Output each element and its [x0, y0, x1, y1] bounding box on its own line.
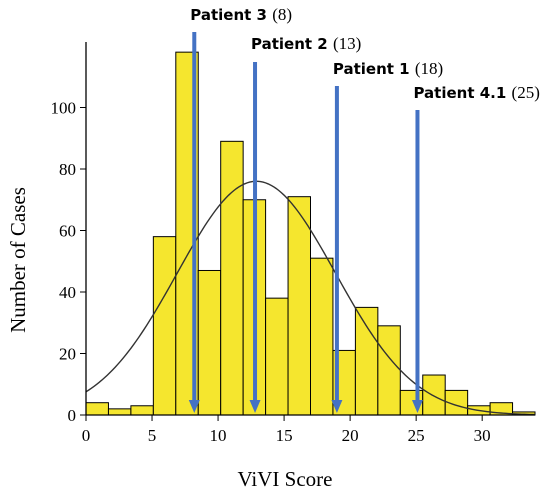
y-tick-label: 80: [59, 160, 76, 179]
histogram-bar: [265, 297, 289, 416]
histogram-bar: [220, 140, 244, 416]
x-tick-label: 25: [408, 426, 425, 445]
x-tick-label: 20: [342, 426, 359, 445]
y-tick-label: 20: [59, 345, 76, 364]
patient-score-label: (13): [333, 34, 361, 53]
y-tick-label: 0: [68, 406, 77, 425]
x-tick-label: 0: [82, 426, 91, 445]
x-tick-label: 30: [474, 426, 491, 445]
patient-name-label: Patient 4.1: [413, 84, 511, 102]
y-axis-title: Number of Cases: [6, 187, 30, 333]
patient-score-label: (8): [272, 5, 292, 24]
arrows-layer: [188, 32, 423, 413]
y-tick-label: 40: [59, 283, 76, 302]
patient-score-label: (18): [415, 59, 443, 78]
histogram-bar: [152, 236, 177, 416]
histogram-bar: [377, 325, 401, 416]
patient-score-label: (25): [512, 83, 540, 102]
patient-name-label: Patient 1: [333, 60, 415, 78]
patient-arrow-head: [249, 400, 261, 413]
axes-layer: 0 20 40 60 80 100 0 5 10 15 20 25 30: [51, 42, 535, 445]
patient-annotation: Patient 2 (13): [251, 34, 361, 53]
patient-arrow-head: [331, 400, 343, 413]
patient-name-label: Patient 2: [251, 35, 333, 53]
patient-arrow-head: [411, 400, 423, 413]
y-tick-label: 100: [51, 99, 77, 118]
histogram-bar: [310, 257, 334, 416]
annotation-layer: Patient 3 (8) Patient 2 (13) Patient 1 (18…: [190, 5, 540, 102]
patient-annotation: Patient 1 (18): [333, 59, 443, 78]
patient-arrow-head: [188, 400, 200, 413]
histogram-bar: [85, 402, 109, 416]
histogram-bar: [197, 269, 222, 416]
x-tick-label: 10: [210, 426, 227, 445]
histogram-bar: [107, 408, 132, 416]
histogram-bar: [287, 196, 311, 416]
y-tick-label: 60: [59, 222, 76, 241]
histogram-bar: [422, 374, 446, 416]
x-axis-title: ViVI Score: [238, 467, 333, 491]
histogram-bar: [354, 306, 379, 416]
patient-annotation: Patient 3 (8): [190, 5, 292, 24]
bars-layer: [85, 51, 536, 416]
histogram-bar: [130, 405, 154, 416]
patient-name-label: Patient 3: [190, 6, 272, 24]
normal-curve-line: [85, 180, 536, 416]
patient-annotation: Patient 4.1 (25): [413, 83, 539, 102]
normal-curve-layer: [85, 180, 536, 416]
x-tick-label: 15: [276, 426, 293, 445]
x-tick-label: 5: [148, 426, 157, 445]
